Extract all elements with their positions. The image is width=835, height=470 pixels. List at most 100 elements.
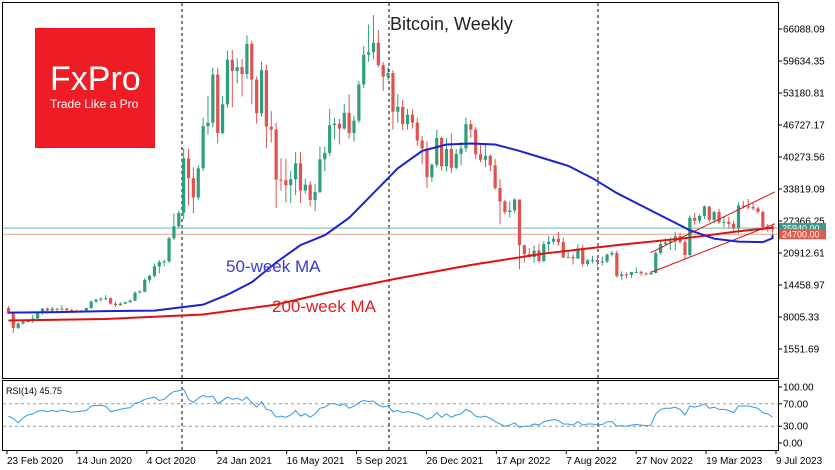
candle-body (478, 154, 483, 160)
candle-body (332, 123, 337, 126)
candle-body (94, 299, 98, 302)
candle-body (293, 163, 298, 180)
candle-body (741, 205, 745, 207)
candle-body (172, 226, 176, 239)
candle-body (128, 300, 132, 303)
candle-body (693, 217, 697, 221)
candle-body (138, 291, 142, 293)
candle-body (761, 211, 765, 228)
candle-body (610, 253, 614, 255)
candle-body (259, 70, 264, 114)
candle-body (279, 179, 283, 181)
candle-body (444, 148, 449, 167)
main-panel-frame (2, 2, 779, 379)
candle-body (269, 126, 273, 130)
candle-body (104, 298, 108, 300)
candle-body (722, 221, 726, 223)
candle-body (605, 254, 609, 262)
x-tick-label: 14 Jun 2020 (77, 456, 132, 467)
rsi-line (8, 388, 773, 428)
candle-body (493, 165, 497, 189)
candle-body (503, 201, 507, 212)
candle-body (435, 138, 439, 165)
candle-body (308, 184, 312, 201)
candle-body (255, 79, 259, 114)
candle-body (133, 292, 137, 301)
candle-body (342, 112, 346, 129)
candle-body (303, 184, 307, 191)
y-tick-label: 59634.35 (783, 57, 825, 68)
candle-body (449, 148, 453, 168)
candle-body (230, 59, 234, 72)
candle-body (590, 260, 595, 262)
x-tick-label: 26 Dec 2021 (426, 456, 483, 467)
candle-body (634, 271, 638, 273)
ma200-annotation: 200-week MA (272, 297, 377, 316)
candle-body (366, 52, 371, 55)
candle-body (508, 210, 512, 212)
candle-body (727, 221, 731, 224)
x-tick-label: 4 Oct 2020 (147, 456, 196, 467)
candle-body (401, 106, 405, 125)
price-tag-box (779, 229, 826, 240)
candle-body (488, 155, 492, 166)
candle-body (547, 241, 551, 245)
candle-body (113, 303, 118, 306)
ma200-line (8, 225, 774, 322)
y-tick-label: 46727.17 (783, 121, 825, 132)
candle-body (464, 124, 468, 149)
x-tick-label: 24 Jan 2021 (217, 456, 272, 467)
candle-body (123, 302, 127, 304)
candle-body (459, 148, 463, 154)
candle-body (732, 223, 736, 229)
price-tag-label: 24700.00 (782, 230, 820, 240)
candle-body (420, 140, 424, 149)
candle-body (313, 192, 317, 201)
candle-body (537, 250, 541, 261)
candle-body (483, 155, 488, 160)
candle-body (683, 242, 687, 256)
y-tick-label: 8005.33 (783, 313, 820, 324)
candle-body (469, 124, 473, 130)
candle-body (250, 43, 254, 80)
y-tick-label: 53180.81 (783, 89, 825, 100)
candle-body (654, 253, 658, 273)
candle-body (746, 206, 750, 208)
candle-body (474, 129, 478, 155)
candle-body (84, 308, 88, 311)
rsi-label: RSI(14) 45.75 (6, 386, 62, 396)
y-tick-label: 14458.97 (783, 281, 825, 292)
candle-body (40, 308, 45, 314)
rsi-panel-frame (2, 380, 779, 451)
candle-body (211, 74, 215, 123)
ma-layer (8, 142, 776, 322)
candle-body (649, 272, 653, 275)
candle-body (522, 245, 526, 255)
candle-body (517, 199, 522, 246)
chart-title: Bitcoin, Weekly (390, 14, 513, 34)
candle-body (240, 67, 244, 75)
candle-body (6, 308, 11, 314)
candle-body (352, 120, 356, 134)
candle-body (371, 42, 376, 53)
x-tick-label: 5 Sep 2021 (357, 456, 409, 467)
candle-body (551, 238, 556, 242)
candle-body (581, 248, 585, 264)
candle-body (147, 275, 152, 280)
candles-layer (6, 15, 775, 333)
candle-body (376, 42, 380, 66)
candle-body (391, 73, 395, 112)
candle-body (561, 242, 565, 258)
x-tick-label: 9 Jul 2023 (776, 456, 823, 467)
candle-body (235, 67, 239, 72)
x-tick-label: 17 Apr 2022 (496, 456, 550, 467)
candle-body (328, 125, 332, 153)
candle-body (225, 59, 230, 105)
logo-brand: FxPro (50, 60, 141, 98)
candle-body (191, 178, 195, 198)
candle-body (109, 298, 113, 304)
candle-body (45, 308, 49, 311)
x-tick-label: 7 Aug 2022 (566, 456, 617, 467)
